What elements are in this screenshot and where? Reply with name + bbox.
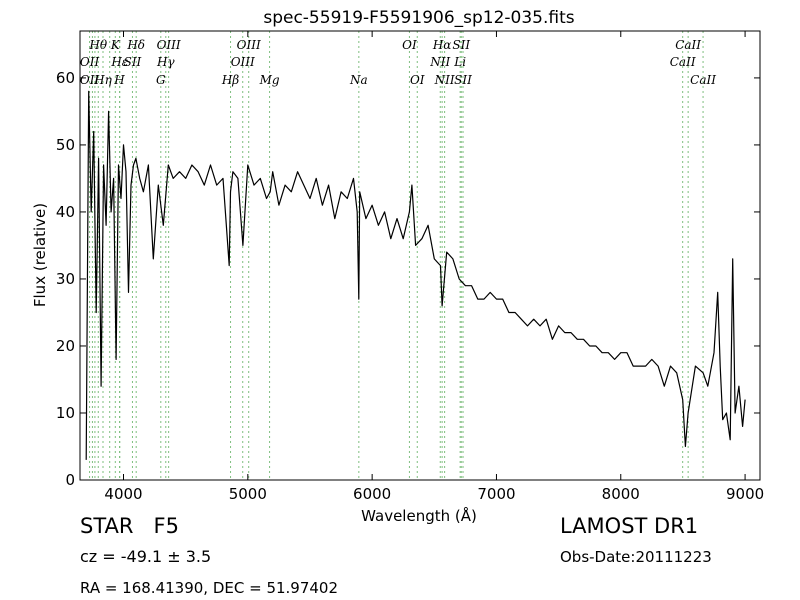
line-label-mid-row-5: NII [429,55,450,69]
spectrum-series [85,90,746,460]
x-tick-label: 4000 [104,485,142,503]
plot-frame [79,30,761,481]
x-axis-label: Wavelength (Å) [361,506,477,525]
x-tick-label: 9000 [726,485,764,503]
spectrum-line-0 [85,90,746,460]
line-label-top-row-4: OIII [237,38,261,52]
line-label-top-row-1: K [110,38,121,52]
line-label-low-row-6: Na [349,73,368,87]
line-label-low-row-7: OI [410,73,425,87]
y-tick-label: 20 [56,337,75,355]
redshift-label: cz = -49.1 ± 3.5 [80,547,212,566]
line-label-top-row-7: SII [452,38,470,52]
subclass-label: F5 [153,514,179,538]
y-axis-label: Flux (relative) [31,203,49,307]
line-label-mid-row-2: SII [124,55,142,69]
line-label-mid-row-1: Hε [110,55,128,69]
line-label-low-row-1: Hη [93,73,112,87]
y-tick-label: 0 [65,471,75,489]
x-tick-label: 7000 [477,485,515,503]
line-label-top-row-5: OI [402,38,417,52]
line-label-low-row-9: SII [454,73,472,87]
x-axis: 4000 5000 6000 7000 8000 9000 [104,31,764,503]
y-tick-label: 10 [56,404,75,422]
y-tick-label: 50 [56,136,75,154]
line-label-top-row-3: OIII [157,38,181,52]
object-class: STAR F5 [80,514,179,538]
x-tick-label: 6000 [353,485,391,503]
line-label-mid-row-3: Hγ [156,55,175,69]
line-label-mid-row-4: OIII [231,55,255,69]
y-tick-label: 30 [56,270,75,288]
x-tick-label: 5000 [229,485,267,503]
y-tick-label: 60 [56,69,75,87]
y-tick-label: 40 [56,203,75,221]
coords-label: RA = 168.41390, DEC = 51.97402 [80,579,339,597]
line-label-low-row-2: H [113,73,125,87]
line-label-low-row-0: OII [80,73,100,87]
line-label-low-row-10: CaII [690,73,716,87]
y-axis: 0 10 20 30 40 50 60 [56,69,760,489]
obs-date-label: Obs-Date:20111223 [560,548,712,566]
line-label-low-row-8: NII [434,73,455,87]
line-label-top-row-6: Hα [432,38,452,52]
line-label-low-row-4: Hβ [221,73,239,87]
class-label: STAR [80,514,134,538]
survey-label: LAMOST DR1 [560,514,699,538]
line-label-low-row-3: G [156,73,166,87]
line-label-mid-row-6: Li [453,55,466,69]
line-label-top-row-0: Hθ [88,38,107,52]
line-label-low-row-5: Mg [259,73,280,87]
line-label-top-row-2: Hδ [126,38,145,52]
line-label-mid-row-7: CaII [670,55,696,69]
line-label-top-row-8: CaII [675,38,701,52]
spectral-line-markers [89,31,704,480]
line-label-mid-row-0: OII [80,55,100,69]
x-tick-label: 8000 [602,485,640,503]
chart-title: spec-55919-F5591906_sp12-035.fits [263,8,574,28]
